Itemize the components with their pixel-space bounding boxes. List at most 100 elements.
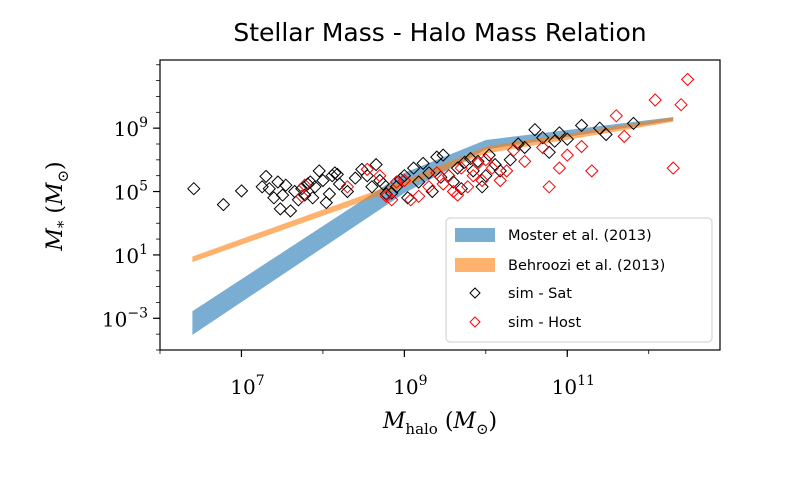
point-sat	[305, 191, 320, 205]
point-sat	[450, 161, 465, 175]
point-sat	[365, 180, 379, 194]
point-sat	[599, 127, 613, 142]
point-sat	[360, 168, 374, 183]
point-host	[680, 72, 695, 87]
point-host	[506, 143, 521, 158]
legend-label-sat: sim - Sat	[508, 286, 572, 302]
point-host	[436, 177, 450, 191]
point-sat	[457, 155, 472, 170]
point-host	[493, 173, 507, 188]
point-sat	[328, 166, 342, 180]
point-sat	[259, 169, 273, 184]
x-axis-label: Mhalo (M⊙)	[382, 409, 497, 438]
point-sat	[406, 161, 421, 175]
point-sat	[369, 157, 383, 172]
point-sat	[295, 181, 309, 196]
point-host	[340, 180, 355, 194]
point-host	[617, 129, 631, 144]
legend-frame	[445, 217, 713, 343]
point-sat	[626, 116, 641, 131]
point-sat	[376, 177, 390, 191]
point-host	[475, 173, 489, 188]
point-host	[479, 153, 493, 167]
point-sat	[283, 204, 298, 218]
point-sat	[479, 168, 493, 183]
legend-label-moster: Moster et al. (2013)	[508, 228, 652, 244]
points-layer	[187, 72, 695, 218]
point-sat	[574, 118, 589, 133]
point-sat	[322, 187, 337, 201]
point-sat	[547, 134, 562, 148]
point-host	[379, 189, 394, 204]
point-sat	[279, 178, 293, 192]
legend-swatch-behroozi	[455, 258, 495, 272]
point-sat	[535, 130, 550, 145]
point-sat	[517, 140, 532, 155]
point-host	[560, 148, 575, 162]
point-host	[360, 162, 374, 177]
point-sat	[273, 202, 288, 216]
point-sat	[475, 180, 489, 194]
point-sat	[397, 168, 412, 183]
point-host	[373, 168, 387, 183]
point-host	[666, 161, 680, 175]
point-sat	[552, 126, 567, 140]
point-host	[450, 188, 465, 202]
point-sat	[454, 181, 469, 196]
point-sat	[234, 184, 249, 198]
y-axis-label: M* (M⊙)	[43, 161, 72, 251]
point-sat	[348, 171, 363, 185]
point-host	[397, 173, 412, 188]
x-tick-label: 107	[230, 373, 264, 399]
point-sat	[332, 177, 347, 191]
point-sat	[291, 193, 306, 207]
legend-marker-host	[469, 316, 481, 328]
point-host	[535, 140, 550, 155]
y-tick-label: 101	[114, 242, 148, 268]
point-host	[485, 161, 500, 175]
point-sat	[425, 184, 440, 199]
point-sat	[262, 181, 277, 196]
point-host	[411, 189, 426, 204]
point-host	[460, 180, 475, 194]
point-sat	[271, 175, 285, 189]
point-sat	[325, 168, 339, 183]
point-host	[430, 166, 444, 180]
point-sat	[482, 148, 496, 162]
point-sat	[436, 148, 450, 162]
legend: Moster et al. (2013) Behroozi et al. (20…	[445, 217, 713, 343]
point-host	[384, 193, 399, 207]
ticks-layer: 107 109 1011 10−3 101 105 109	[102, 64, 650, 399]
point-host	[552, 161, 567, 175]
point-host	[542, 180, 556, 194]
x-tick-label: 1011	[552, 373, 595, 399]
point-sat	[430, 150, 444, 164]
point-host	[648, 93, 662, 107]
point-sat	[560, 132, 575, 146]
x-tick-label: 109	[393, 373, 427, 399]
chart-title: Stellar Mass - Halo Mass Relation	[233, 18, 646, 47]
y-tick-label: 10−3	[102, 305, 148, 331]
point-sat	[298, 188, 312, 202]
legend-swatch-moster	[455, 228, 495, 242]
point-host	[441, 168, 456, 183]
point-sat	[542, 145, 556, 160]
point-sat	[511, 137, 525, 151]
point-sat	[411, 175, 426, 189]
point-sat	[340, 184, 355, 199]
legend-marker-sat	[469, 287, 481, 299]
point-sat	[400, 191, 415, 205]
point-host	[609, 109, 624, 123]
point-sat	[316, 173, 330, 188]
point-sat	[446, 175, 461, 189]
point-sat	[187, 181, 201, 196]
point-host	[466, 168, 480, 183]
legend-label-behroozi: Behroozi et al. (2013)	[508, 258, 665, 274]
point-sat	[255, 180, 269, 194]
legend-label-host: sim - Host	[508, 315, 581, 331]
point-sat	[216, 197, 231, 212]
point-sat	[528, 122, 542, 137]
point-host	[499, 164, 514, 178]
point-host	[585, 164, 599, 178]
